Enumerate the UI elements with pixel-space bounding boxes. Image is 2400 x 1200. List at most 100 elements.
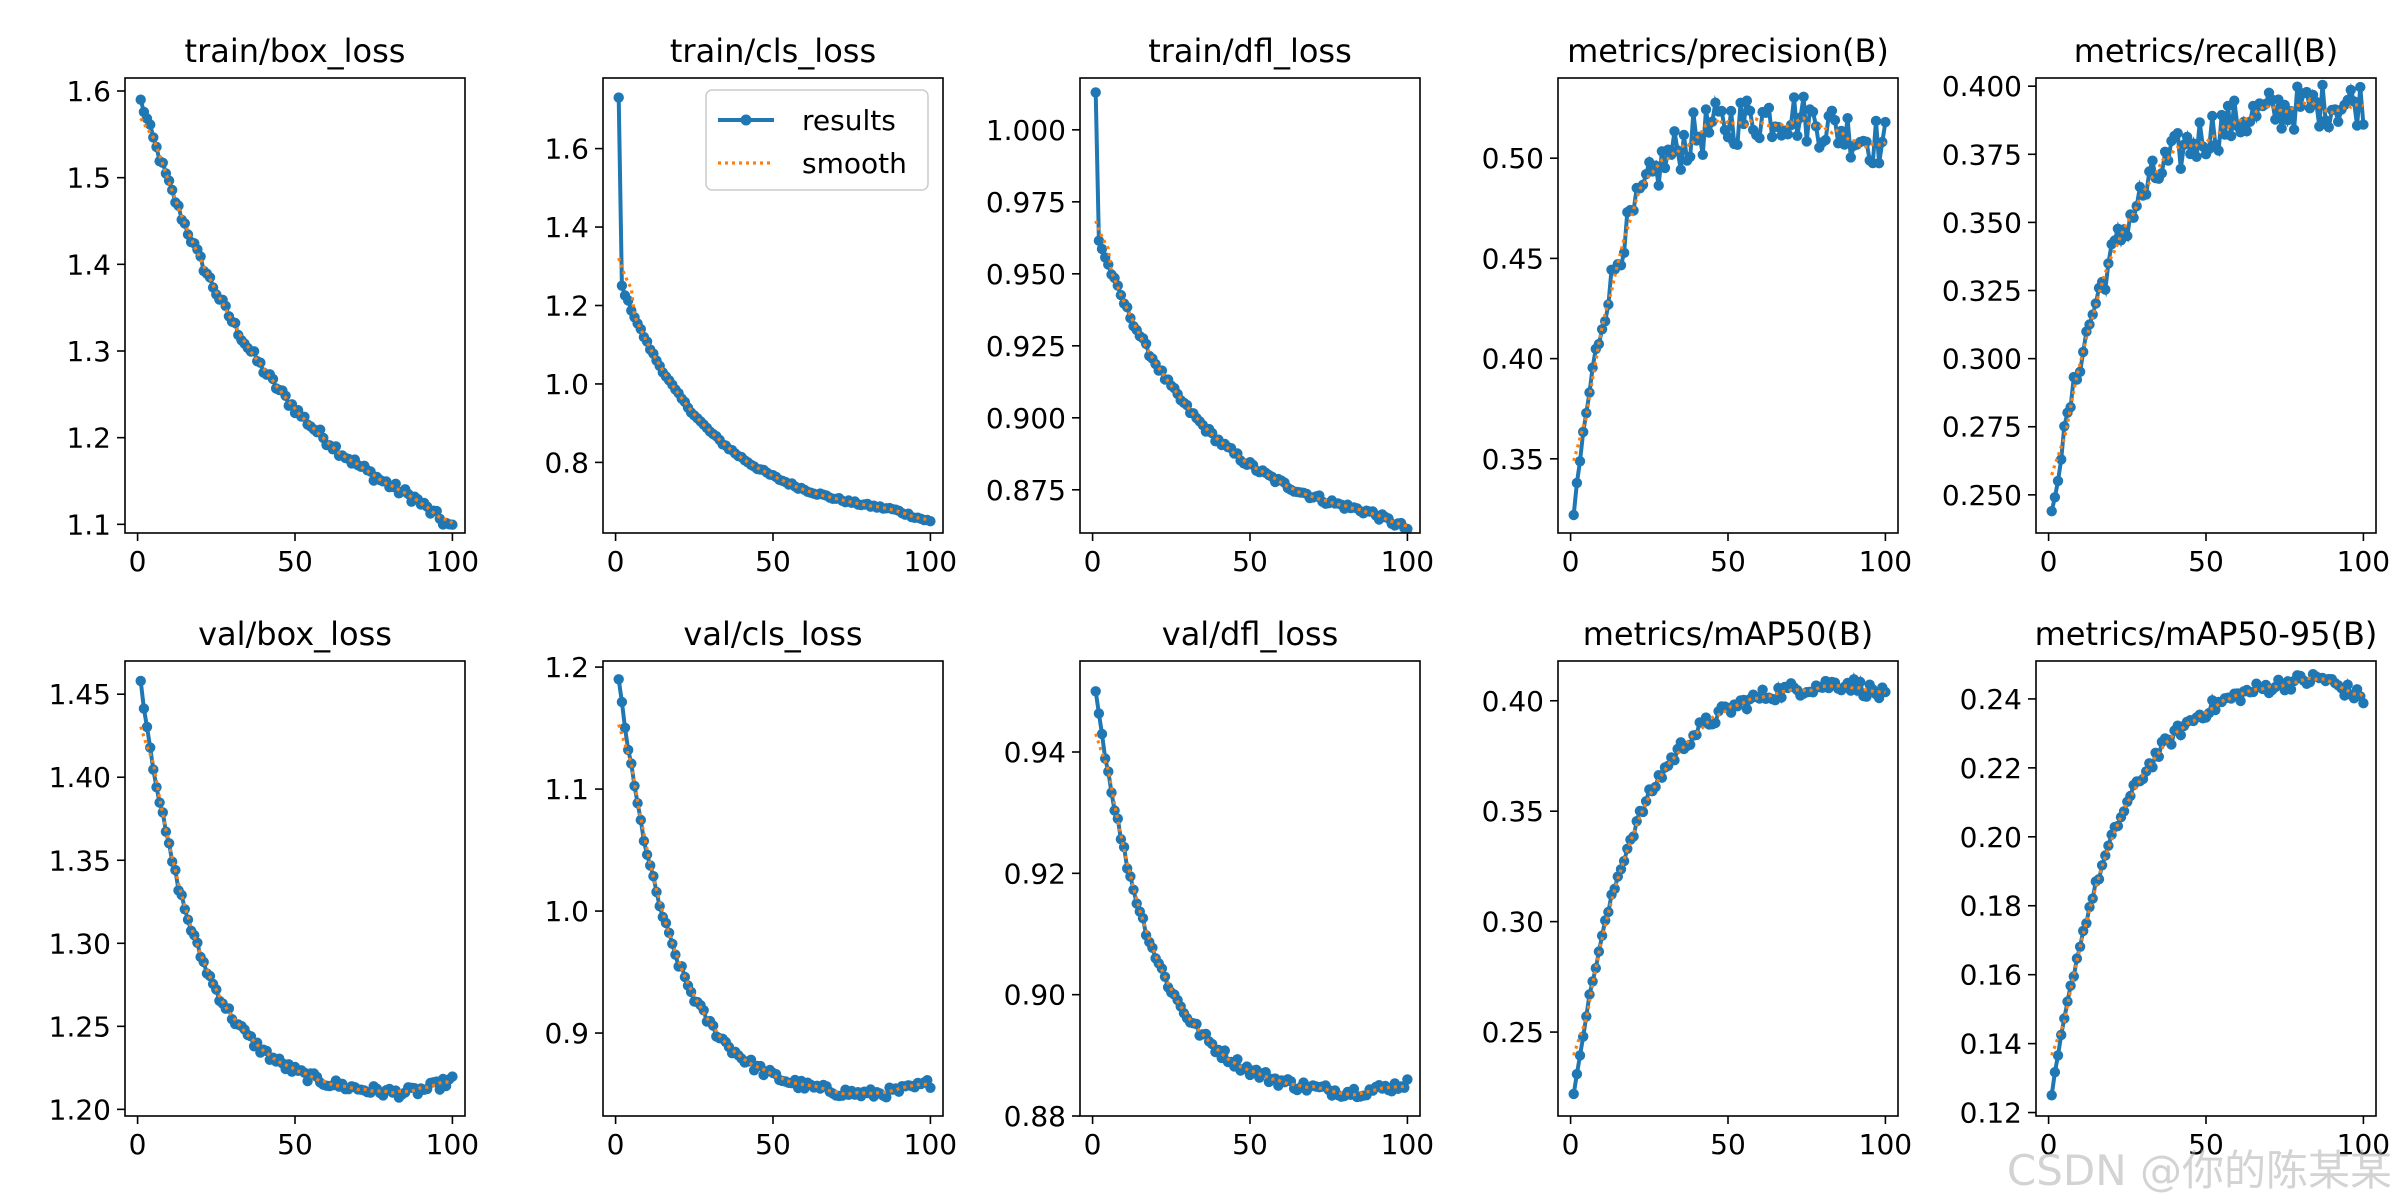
results-point xyxy=(1688,107,1699,118)
x-tick-label: 50 xyxy=(2188,1128,2224,1161)
results-point xyxy=(135,675,146,687)
results-point xyxy=(1861,136,1872,147)
subplot-title: metrics/mAP50(B) xyxy=(1583,615,1874,653)
axes-frame xyxy=(2035,660,2377,1117)
subplot-metrics-map50-95-b-: metrics/mAP50-95(B) 0 50 100 0.12 0.14 0.16 0.1… xyxy=(1960,615,2390,1161)
y-tick-label: 0.45 xyxy=(1482,242,1544,275)
y-tick-label: 0.14 xyxy=(1960,1028,2022,1061)
results-point xyxy=(1096,728,1108,740)
results-point xyxy=(1744,105,1756,117)
smooth-line xyxy=(617,257,931,522)
x-tick-label: 50 xyxy=(1232,545,1268,578)
y-tick-label: 1.6 xyxy=(66,75,111,108)
results-point xyxy=(2122,230,2133,242)
results-point xyxy=(1568,1088,1579,1100)
results-point xyxy=(1725,707,1737,718)
results-point xyxy=(1581,1011,1592,1022)
results-point xyxy=(708,1020,719,1031)
results-point xyxy=(2128,212,2139,223)
results-point xyxy=(2074,366,2086,377)
results-point xyxy=(881,1092,892,1103)
subplot-train-box-loss: train/box_loss 0 50 100 1.1 1.2 1.3 1.4 1.5 1.6 xyxy=(66,32,479,578)
x-tick-label: 100 xyxy=(904,545,957,578)
results-point xyxy=(141,721,153,733)
results-point xyxy=(2188,138,2199,149)
results-point xyxy=(1798,91,1809,103)
results-point xyxy=(1615,864,1627,875)
results-point xyxy=(2285,684,2297,695)
results-point xyxy=(2056,454,2067,465)
results-point xyxy=(613,92,624,103)
y-tick-label: 0.90 xyxy=(1004,979,1066,1012)
results-point xyxy=(2342,679,2353,690)
x-tick-label: 50 xyxy=(755,1128,791,1161)
results-point xyxy=(1776,692,1787,703)
y-tick-label: 1.40 xyxy=(49,761,111,794)
results-point xyxy=(1741,95,1753,106)
results-point xyxy=(2059,421,2070,432)
y-tick-label: 1.1 xyxy=(544,773,589,806)
y-tick-label: 0.275 xyxy=(1942,411,2022,444)
results-point xyxy=(2163,155,2174,166)
y-tick-label: 1.000 xyxy=(986,114,1066,147)
results-point xyxy=(160,826,172,837)
y-tick-label: 0.950 xyxy=(986,258,1066,291)
y-tick-label: 0.16 xyxy=(1960,959,2022,992)
results-point xyxy=(1568,509,1579,521)
y-tick-label: 1.1 xyxy=(66,508,111,541)
x-tick-label: 100 xyxy=(1381,545,1434,578)
results-line xyxy=(138,99,453,528)
subplot-title: metrics/mAP50-95(B) xyxy=(2035,615,2378,653)
x-tick-label: 0 xyxy=(607,1128,625,1161)
results-point xyxy=(1697,149,1709,160)
results-point xyxy=(248,346,260,357)
results-point xyxy=(2226,130,2237,142)
results-point xyxy=(2251,111,2262,122)
results-point xyxy=(1131,898,1142,909)
results-point xyxy=(2288,124,2300,135)
subplot-title: metrics/recall(B) xyxy=(2074,32,2339,70)
subplot-title: train/cls_loss xyxy=(670,32,876,70)
results-point xyxy=(1402,1074,1413,1085)
subplot-val-dfl-loss: val/dfl_loss 0 50 100 0.88 0.90 0.92 0.94 xyxy=(1004,615,1434,1161)
results-point xyxy=(1219,1045,1231,1056)
results-point xyxy=(1115,834,1127,845)
results-point xyxy=(1788,92,1800,103)
smooth-line xyxy=(1572,115,1887,462)
results-line xyxy=(138,680,454,1102)
plot-area xyxy=(1090,686,1413,1103)
subplot-title: train/dfl_loss xyxy=(1148,32,1352,70)
results-point xyxy=(1603,299,1614,310)
results-point xyxy=(2081,918,2092,929)
results-point xyxy=(1829,115,1841,126)
smooth-line xyxy=(2050,96,2364,476)
smooth-line xyxy=(139,117,454,525)
results-point xyxy=(1880,116,1891,128)
y-tick-label: 1.6 xyxy=(544,133,589,166)
subplot-train-dfl-loss: train/dfl_loss 0 50 100 0.875 0.900 0.925 0.950… xyxy=(986,32,1434,578)
y-tick-label: 0.24 xyxy=(1960,683,2022,716)
subplot-title: metrics/precision(B) xyxy=(1567,32,1889,70)
results-point xyxy=(2345,84,2356,96)
results-point xyxy=(1260,1067,1271,1078)
legend-results-marker xyxy=(740,114,752,126)
y-tick-label: 1.2 xyxy=(66,422,111,455)
results-point xyxy=(1842,113,1853,124)
plot-area xyxy=(2046,669,2369,1101)
results-point xyxy=(2292,81,2303,92)
results-point xyxy=(2323,122,2334,133)
y-tick-label: 1.4 xyxy=(66,248,111,281)
y-tick-label: 0.250 xyxy=(1942,479,2022,512)
results-point xyxy=(1590,963,1602,974)
subplot-title: train/box_loss xyxy=(185,32,406,70)
results-line xyxy=(1571,94,1888,516)
results-point xyxy=(1766,131,1778,143)
plot-area xyxy=(135,675,458,1103)
subplot-val-box-loss: val/box_loss 0 50 100 1.20 1.25 1.30 1.35 1.40 1.… xyxy=(49,615,479,1161)
results-point xyxy=(220,300,231,312)
y-tick-label: 0.9 xyxy=(544,1017,589,1050)
results-point xyxy=(1694,131,1705,142)
results-point xyxy=(2229,95,2240,106)
results-point xyxy=(1801,136,1812,147)
